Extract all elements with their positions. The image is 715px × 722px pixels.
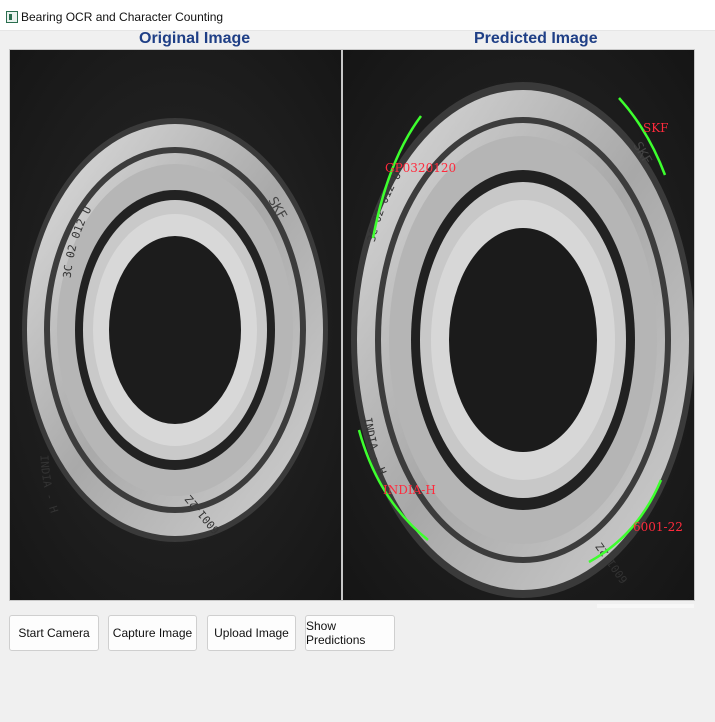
capture-image-button[interactable]: Capture Image [108,615,197,651]
detection-label-gp0320120: GP0320120 [385,161,456,175]
original-bearing-photo: 3C 02 012 U SKF INDIA - H 6001-2Z [10,50,341,600]
detection-box-skf [618,97,667,176]
upload-image-button[interactable]: Upload Image [207,615,296,651]
window-title: Bearing OCR and Character Counting [21,10,224,24]
detection-label-india-h: INDIA-H [383,483,436,497]
predicted-bearing-photo: 3C 02 012 U SKF INDIA - H 6001-2Z GP0320… [343,50,694,600]
detection-box-6001-22 [588,479,663,564]
detection-box-india-h [357,429,429,541]
predicted-image-title: Predicted Image [474,30,598,47]
horizontal-scroll-strip [597,604,694,608]
show-predictions-button[interactable]: Show Predictions [305,615,395,651]
app-window-icon [6,11,18,23]
predicted-image-view: 3C 02 012 U SKF INDIA - H 6001-2Z GP0320… [342,49,695,601]
start-camera-button[interactable]: Start Camera [9,615,99,651]
detection-box-gp0320120 [371,115,423,239]
original-image-view: 3C 02 012 U SKF INDIA - H 6001-2Z [9,49,342,601]
detection-label-skf: SKF [643,121,669,135]
title-bar: Bearing OCR and Character Counting [0,0,715,31]
original-image-title: Original Image [139,30,251,47]
detection-label-6001-22: 6001-22 [633,520,683,534]
